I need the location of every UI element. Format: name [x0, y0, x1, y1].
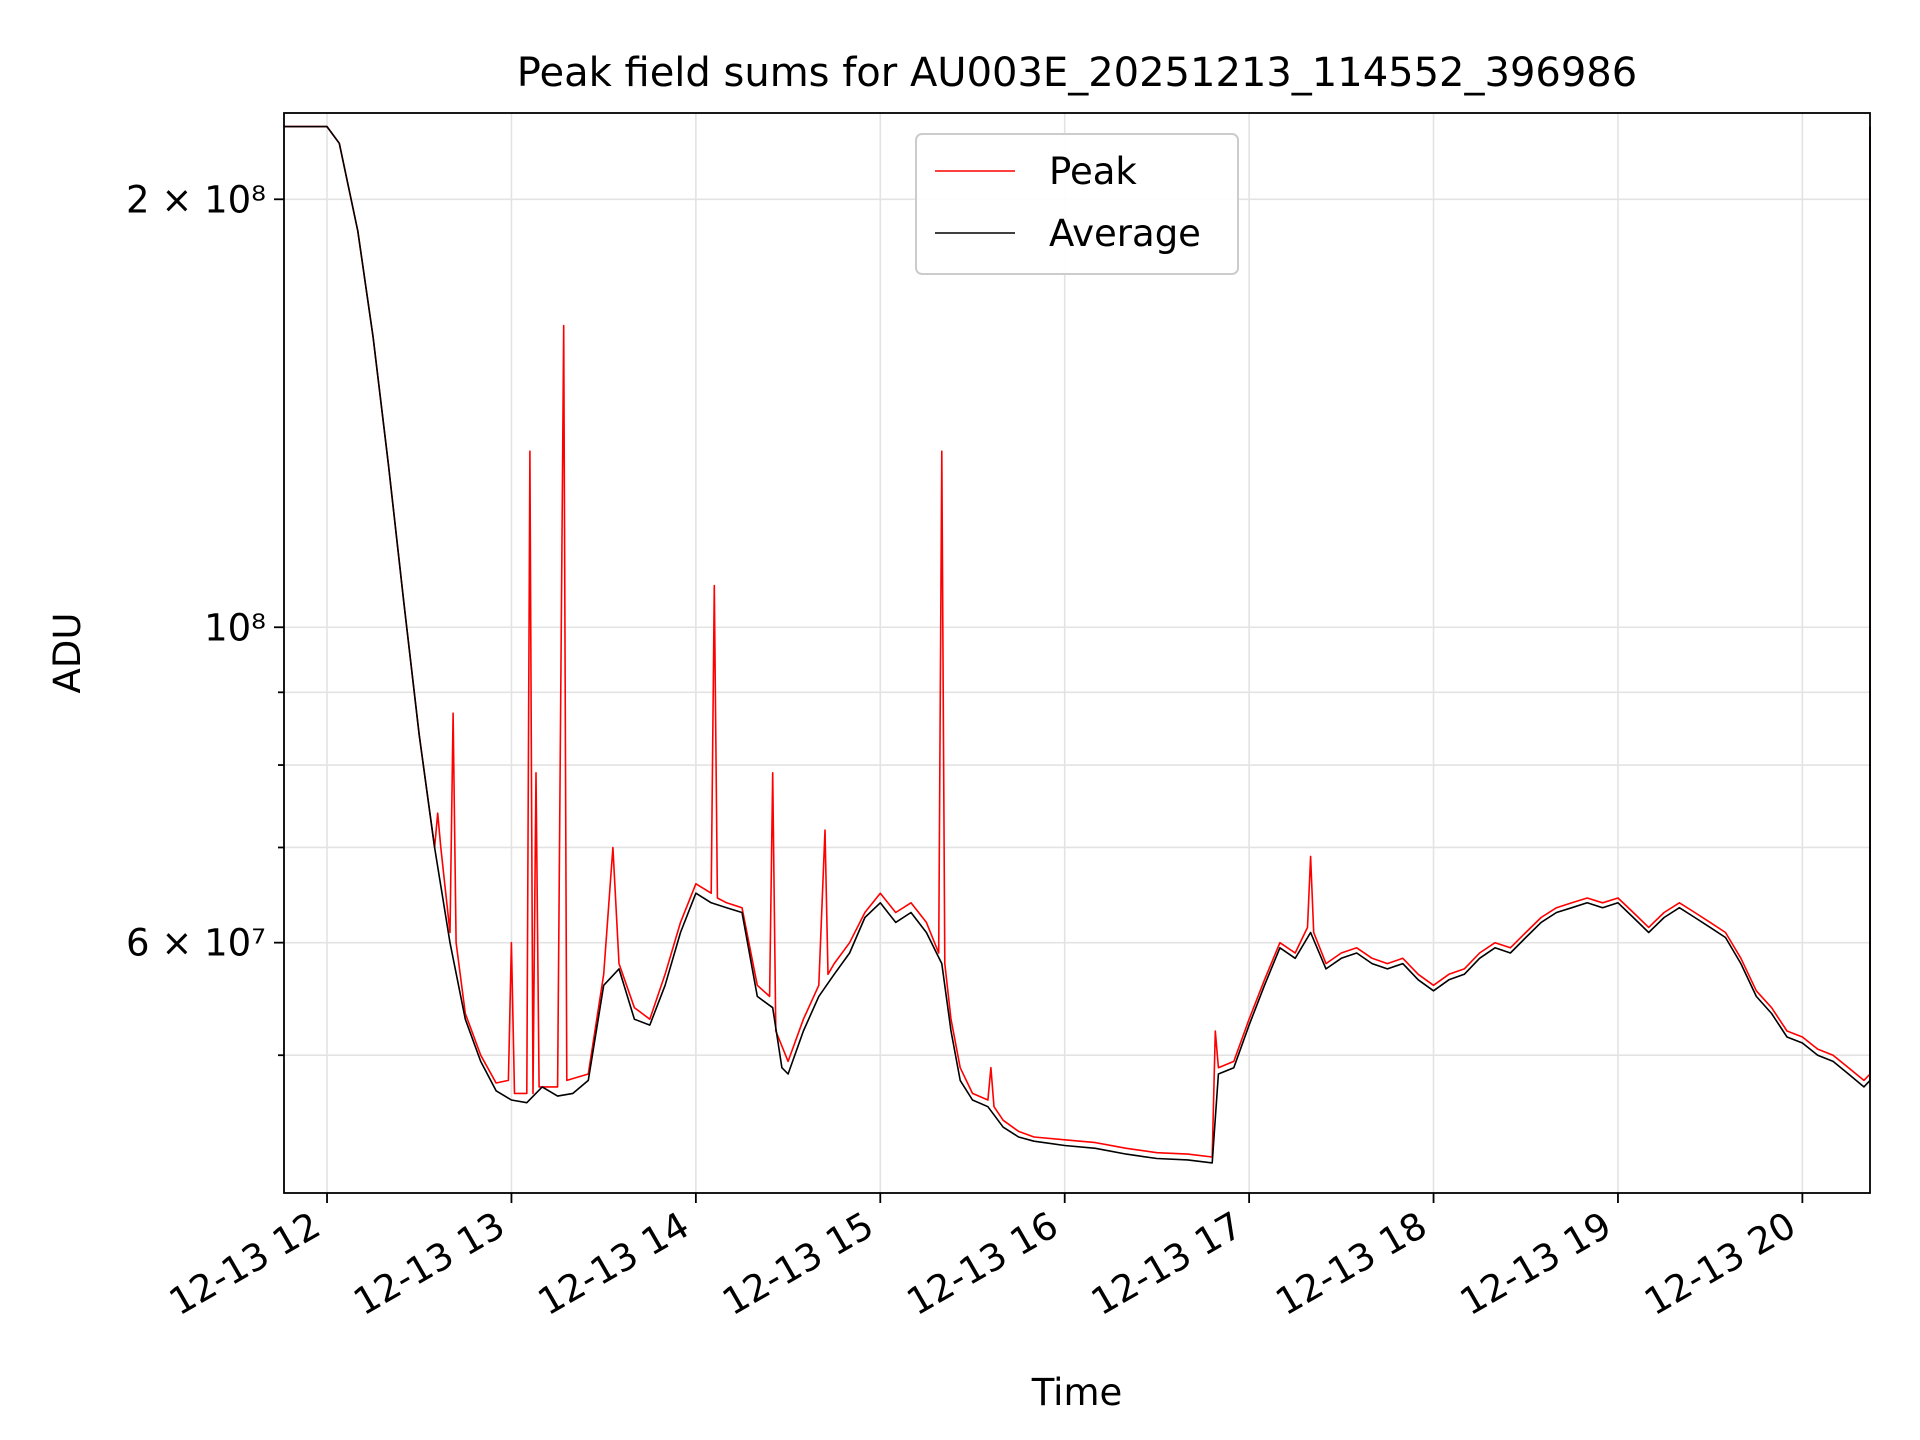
x-axis-label: Time [1031, 1371, 1123, 1414]
series-line-peak [284, 125, 1871, 1158]
y-tick-label: 10⁸ [204, 606, 266, 649]
legend-label-average: Average [1049, 212, 1201, 255]
legend: Peak Average [915, 133, 1239, 275]
chart-title: Peak field sums for AU003E_20251213_1145… [517, 50, 1637, 96]
series-line-average [284, 125, 1871, 1164]
plot-frame [283, 112, 1871, 1194]
series-layer [284, 125, 1871, 1164]
y-tick-label: 6 × 10⁷ [126, 922, 266, 965]
y-tick-label: 2 × 10⁸ [126, 178, 266, 221]
y-axis-label: ADU [46, 613, 89, 694]
legend-label-peak: Peak [1049, 150, 1137, 193]
legend-box [915, 133, 1239, 275]
